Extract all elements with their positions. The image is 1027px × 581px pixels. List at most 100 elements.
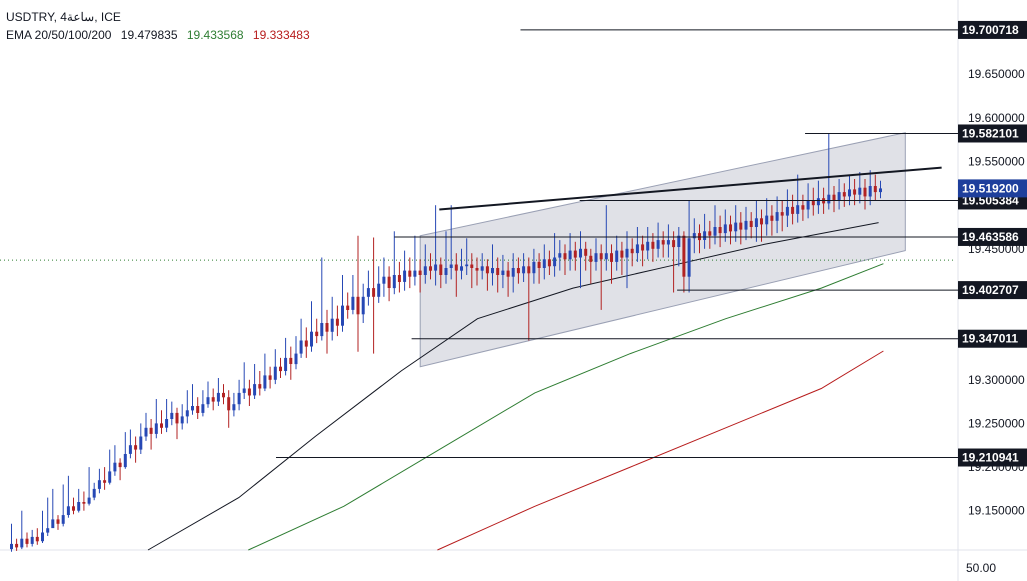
candle-body (201, 404, 205, 413)
candle-body (610, 253, 613, 262)
candle-body (310, 331, 313, 347)
candle-body (527, 266, 531, 274)
candle-body (873, 186, 877, 193)
candle-body (341, 305, 344, 326)
candle-body (589, 255, 593, 262)
candle-body (646, 241, 650, 251)
candle-body (879, 188, 882, 193)
bottom-axis-label: 50.00 (966, 561, 996, 575)
y-tick-label-1: 19.600000 (968, 111, 1025, 125)
candle-body (734, 222, 738, 232)
y-tick-label-6: 19.200000 (968, 460, 1025, 474)
candle-body (785, 206, 789, 216)
y-tick-label-0: 19.650000 (968, 67, 1025, 81)
candle-body (511, 268, 515, 277)
candle-body (382, 276, 386, 284)
level-label-box-4 (958, 281, 1027, 300)
candle-body (537, 261, 541, 268)
candle-body (61, 515, 65, 524)
candle-body (506, 270, 510, 277)
candle-body (692, 233, 696, 239)
candle-body (522, 266, 526, 274)
candle-body (30, 536, 34, 544)
candle-body (273, 366, 277, 380)
level-label-box-0 (958, 20, 1027, 39)
candle-body (392, 275, 396, 289)
candle-body (703, 231, 707, 240)
candle-body (144, 427, 148, 437)
candle-body (403, 270, 407, 282)
candle-body (387, 276, 391, 288)
candle-body (677, 235, 681, 247)
candle-body (247, 388, 251, 396)
candle-body (563, 253, 567, 260)
y-tick-label-2: 19.550000 (968, 155, 1025, 169)
candle-body (284, 357, 288, 371)
candle-body (672, 240, 676, 248)
candle-body (806, 200, 810, 210)
candle-body (625, 248, 629, 258)
y-tick-label-3: 19.450000 (968, 242, 1025, 256)
candle-body (15, 543, 19, 548)
candle-body (444, 268, 448, 275)
candle-body (263, 375, 267, 389)
candle-body (687, 238, 691, 277)
ema-line-0 (147, 222, 879, 551)
candle-body (139, 436, 143, 450)
candle-body (475, 268, 479, 271)
candle-body (289, 357, 293, 364)
candle-body (51, 519, 55, 529)
candle-body (377, 283, 381, 297)
candle-body (87, 497, 91, 504)
current-price-box (958, 179, 1027, 198)
level-label-1: 19.582101 (962, 126, 1019, 140)
candle-body (222, 392, 225, 398)
candle-body (206, 397, 210, 405)
candle-body (320, 323, 324, 337)
candle-body (408, 270, 412, 277)
candle-body (423, 266, 427, 275)
candle-body (66, 506, 70, 515)
candle-body (780, 212, 784, 216)
candle-body (454, 264, 458, 271)
candle-body (641, 244, 645, 251)
symbol-line: USDTRY, 4ساعة, ICE (6, 10, 127, 24)
candle-body (542, 259, 546, 268)
candle-body (97, 480, 101, 489)
candle-body (397, 275, 401, 282)
candle-body (630, 248, 634, 254)
ema-line-1 (248, 263, 884, 551)
y-tick-label-4: 19.300000 (968, 373, 1025, 387)
candle-body (516, 268, 520, 274)
candle-body (568, 250, 572, 260)
candle-body (439, 264, 443, 275)
candle-body (434, 264, 438, 271)
candle-body (175, 412, 179, 424)
level-label-box-3 (958, 227, 1027, 246)
candle-body (20, 538, 24, 548)
candle-body (72, 506, 75, 511)
candle-body (532, 261, 536, 274)
candle-body (82, 502, 86, 504)
candle-body (744, 220, 748, 230)
candle-body (196, 406, 200, 413)
candle-body (765, 215, 769, 225)
candle-body (268, 375, 272, 380)
candle-body (258, 384, 262, 389)
candle-body (227, 397, 231, 411)
level-label-5: 19.347011 (962, 332, 1018, 346)
candle-body (216, 392, 220, 402)
symbol-title: USDTRY, 4ساعة, ICE (6, 10, 121, 24)
candle-body (558, 253, 562, 258)
resistance-trendline (439, 166, 942, 211)
candle-body (242, 388, 246, 393)
candle-body (651, 241, 655, 249)
candle-body (723, 224, 727, 234)
candle-body (232, 404, 236, 411)
candle-body (656, 240, 660, 249)
candle-body (185, 410, 189, 417)
level-label-box-1 (958, 124, 1027, 143)
candle-body (366, 288, 370, 297)
candle-body (718, 227, 722, 234)
